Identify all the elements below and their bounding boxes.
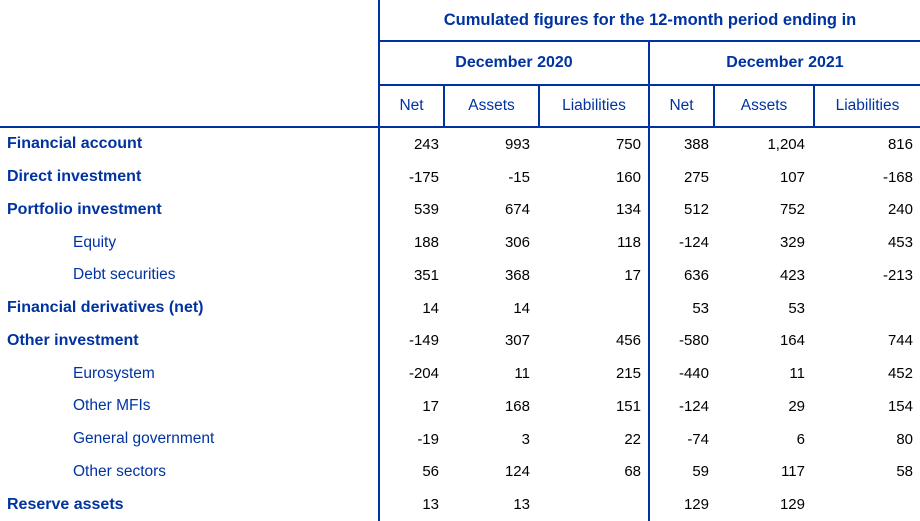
value-cell [538,292,648,325]
value-cell: 512 [648,193,713,227]
value-cell: 118 [617,234,641,252]
value-cell: -124 [648,226,713,259]
column-header-net-2020: Net [378,86,443,128]
value-cell: -15 [508,168,530,186]
corner-spacer [0,0,378,42]
value-cell: 243 [378,128,443,161]
value-cell: 752 [779,201,805,219]
value-cell: 452 [887,365,913,383]
value-cell: 329 [779,234,805,252]
value-cell: 160 [615,168,641,186]
value-cell: 744 [887,332,913,350]
value-cell: 307 [504,332,530,350]
value-cell: -74 [648,422,713,456]
value-cell: 14 [513,299,530,317]
value-cell: 240 [887,201,913,219]
row-label: Eurosystem [73,364,155,382]
value-cell: -213 [882,266,913,284]
corner-spacer [0,42,378,86]
value-cell: 22 [624,430,641,448]
value-cell: -175 [378,160,443,194]
value-cell: 388 [648,128,713,161]
row-label: Debt securities [73,266,176,284]
value-cell: 215 [615,365,641,383]
row-label: Reserve assets [7,495,124,513]
value-cell: 164 [779,332,805,350]
value-cell: 674 [504,201,530,219]
value-cell [538,488,648,521]
row-label: Financial account [7,135,143,153]
value-cell [813,488,920,521]
value-cell: 129 [779,496,805,514]
value-cell: 29 [788,397,805,415]
value-cell [813,292,920,325]
row-label: General government [73,430,215,448]
value-cell: 13 [513,496,530,514]
value-cell: 53 [788,299,805,317]
value-cell: -580 [648,324,713,358]
value-cell: 1,204 [767,135,805,153]
value-cell: -204 [378,357,443,390]
value-cell: 68 [624,463,641,481]
value-cell: 56 [378,455,443,489]
value-cell: 188 [378,226,443,259]
value-cell: 168 [504,397,530,415]
row-label: Direct investment [7,168,142,186]
value-cell: 124 [504,463,530,481]
row-label: Equity [73,233,117,251]
value-cell: 17 [624,266,641,284]
value-cell: 154 [887,397,913,415]
row-label: Portfolio investment [7,200,162,218]
value-cell: 14 [378,291,443,325]
table-title: Cumulated figures for the 12-month perio… [378,0,920,42]
column-header-liabilities-2020: Liabilities [538,86,648,128]
value-cell: -124 [648,390,713,423]
value-cell: -168 [882,168,913,186]
column-header-net-2021: Net [648,86,713,128]
value-cell: 58 [896,463,913,481]
value-cell: 13 [378,488,443,521]
value-cell: 993 [504,135,530,153]
value-cell: 275 [648,160,713,194]
row-label: Financial derivatives (net) [7,299,204,317]
value-cell: -19 [378,422,443,456]
value-cell: 306 [504,234,530,252]
row-label-header-spacer [0,86,378,128]
value-cell: 107 [779,168,805,186]
value-cell: 368 [504,266,530,284]
value-cell: 117 [781,463,805,481]
value-cell: 11 [789,365,805,383]
value-cell: 151 [615,397,641,415]
row-label: Other sectors [73,462,167,480]
value-cell: 17 [378,390,443,423]
value-cell: 11 [514,365,530,383]
value-cell: 6 [796,430,805,448]
column-header-assets-2020: Assets [443,86,538,128]
value-cell: 134 [615,201,641,219]
value-cell: -440 [648,357,713,390]
value-cell: 3 [521,430,530,448]
value-cell: 816 [887,135,913,153]
value-cell: 636 [648,259,713,292]
value-cell: 351 [378,259,443,292]
value-cell: 456 [615,332,641,350]
column-group-december-2021: December 2021 [648,42,920,86]
value-cell: 129 [648,488,713,521]
row-label: Other MFIs [73,397,151,415]
value-cell: -149 [378,324,443,358]
value-cell: 539 [378,193,443,227]
column-header-assets-2021: Assets [713,86,813,128]
value-cell: 53 [648,291,713,325]
value-cell: 423 [779,266,805,284]
column-header-liabilities-2021: Liabilities [813,86,920,128]
value-cell: 453 [887,234,913,252]
value-cell: 59 [648,455,713,489]
column-group-december-2020: December 2020 [378,42,648,86]
value-cell: 80 [896,430,913,448]
value-cell: 750 [615,135,641,153]
row-label: Other investment [7,331,139,349]
